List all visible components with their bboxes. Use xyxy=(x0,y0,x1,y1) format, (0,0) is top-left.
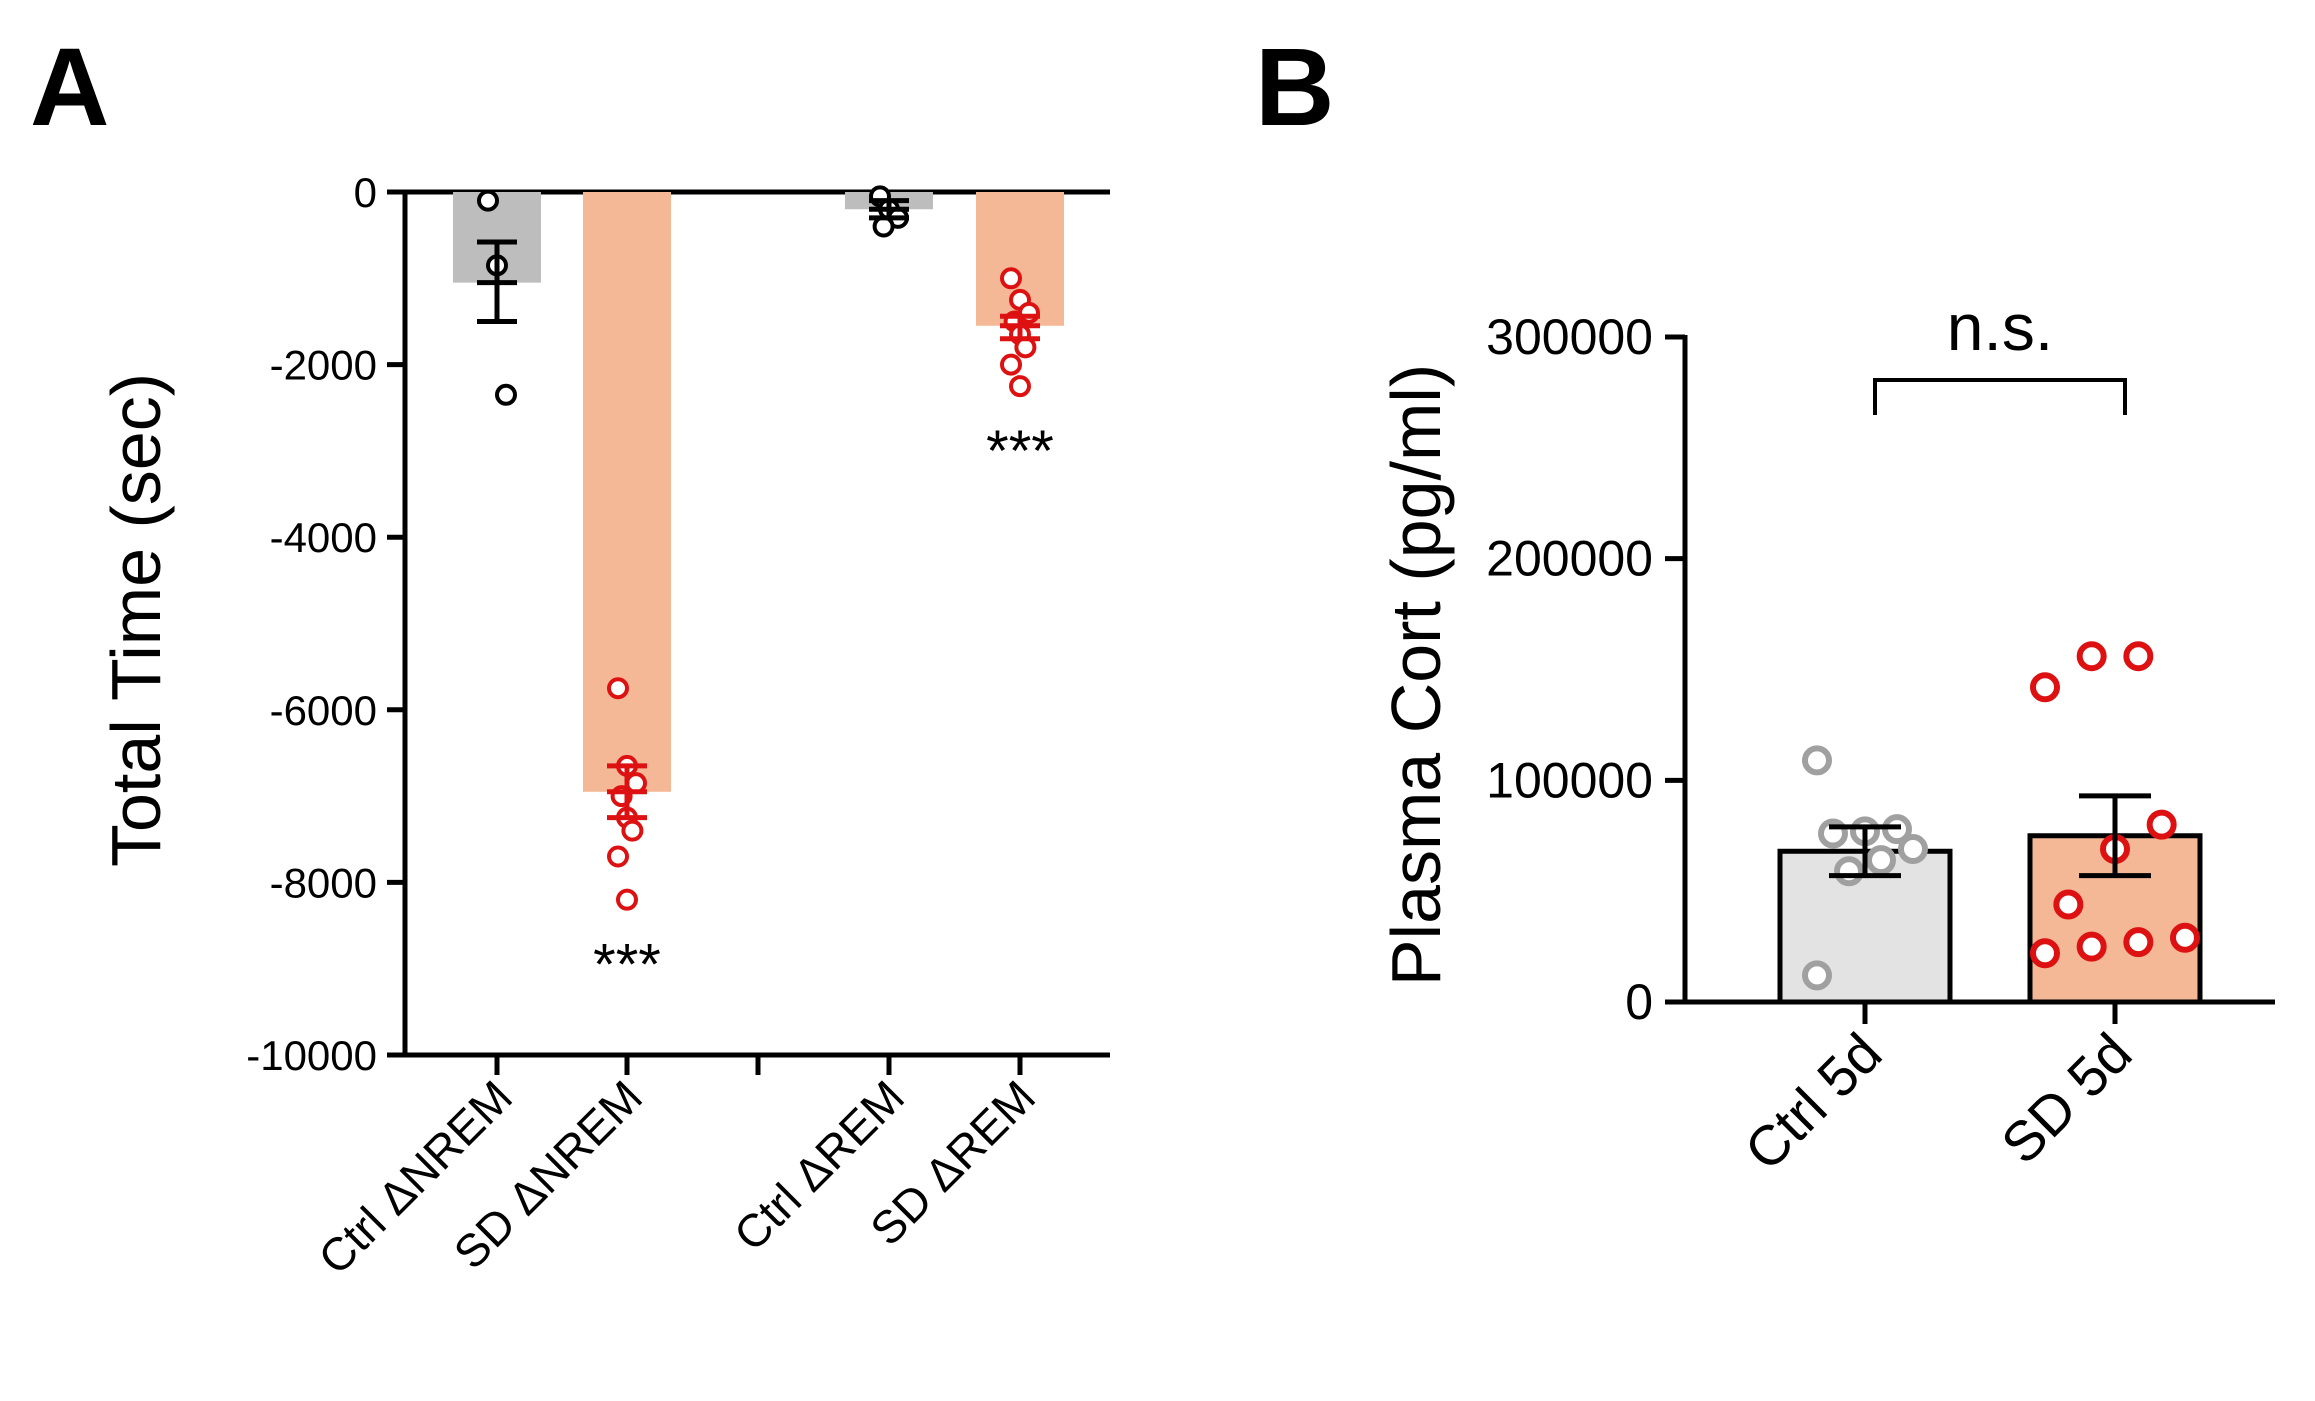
data-point xyxy=(1000,267,1022,290)
x-category-label: SD 5d xyxy=(1989,1021,2144,1176)
y-tick-label: -8000 xyxy=(270,859,377,906)
panel-label-a: A xyxy=(30,26,109,149)
points-b xyxy=(1802,641,2200,991)
panel-label-b: B xyxy=(1255,26,1334,149)
y-tick-label: 0 xyxy=(354,169,377,216)
significance-stars: *** xyxy=(593,933,661,998)
significance-stars: *** xyxy=(986,419,1054,484)
data-point xyxy=(1009,375,1031,398)
data-point xyxy=(607,677,629,700)
data-point xyxy=(621,819,644,842)
y-tick-label: 100000 xyxy=(1486,752,1653,808)
data-point xyxy=(477,189,499,212)
data-point xyxy=(1000,353,1022,376)
data-point xyxy=(2053,889,2084,920)
data-point xyxy=(2123,641,2154,672)
comparison-label: n.s. xyxy=(1947,290,2053,364)
data-point xyxy=(1866,845,1896,876)
y-tick-label: 200000 xyxy=(1486,531,1653,587)
data-point xyxy=(1802,960,1832,991)
bars-a xyxy=(453,192,1064,792)
data-point xyxy=(2030,938,2060,969)
chart-panel-a: A Total Time (sec) 0 -2000 -4000 -6000 -8000… xyxy=(30,26,1110,1284)
data-point xyxy=(2123,927,2154,958)
data-point xyxy=(616,888,638,911)
data-point xyxy=(2146,809,2177,840)
comparison-bracket xyxy=(1873,378,2127,415)
y-axis-label-a: Total Time (sec) xyxy=(97,373,175,867)
x-category-label: Ctrl 5d xyxy=(1732,1021,1893,1182)
data-point xyxy=(607,845,629,868)
data-point xyxy=(2076,931,2107,962)
y-tick-label: 300000 xyxy=(1486,309,1653,365)
y-axis-label-b: Plasma Cort (pg/ml) xyxy=(1377,364,1455,986)
y-tick-label: -4000 xyxy=(270,514,377,561)
error-bars-a xyxy=(477,198,1040,821)
y-tick-label: -2000 xyxy=(270,342,377,389)
y-tick-label: -6000 xyxy=(270,687,377,734)
data-point xyxy=(495,383,517,406)
data-point xyxy=(1898,834,1928,865)
bar xyxy=(583,192,671,792)
data-point xyxy=(2170,922,2200,953)
error-bars-b xyxy=(1829,793,2151,879)
y-tick-label: 0 xyxy=(1625,974,1653,1030)
y-tick-label: -10000 xyxy=(246,1032,377,1079)
data-point xyxy=(1802,745,1832,776)
labels-b: Ctrl 5d SD 5d n.s. xyxy=(1732,290,2143,1182)
data-point xyxy=(2030,672,2060,703)
data-point xyxy=(2076,641,2107,672)
points-a xyxy=(477,185,1040,911)
data-point xyxy=(1834,856,1864,887)
chart-panel-b: B Plasma Cort (pg/ml) 0 100000 200000 30000… xyxy=(1255,26,2275,1182)
